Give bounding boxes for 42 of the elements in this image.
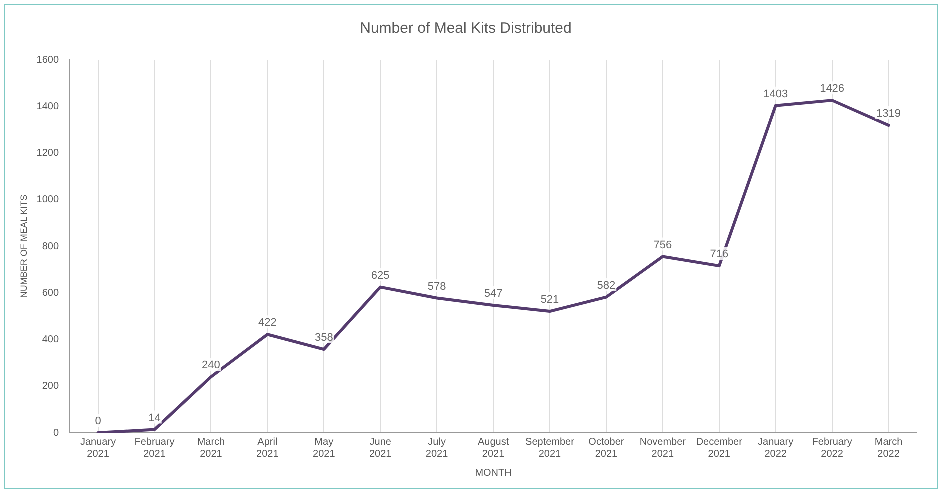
y-tick-label: 1000 [36,194,60,206]
x-tick-label: January 2021 [80,436,116,460]
y-tick-label: 400 [42,334,60,346]
data-label: 240 [202,360,220,372]
y-tick-label: 200 [42,381,60,392]
x-tick-label: February 2021 [134,436,175,460]
x-tick-label: March 2022 [874,436,903,460]
x-tick-label: July 2021 [426,436,449,460]
y-tick-label: 800 [42,241,60,252]
data-label: 0 [95,416,102,428]
data-label: 1403 [764,88,788,100]
data-label: 14 [148,412,161,424]
x-tick-label: January 2022 [758,436,794,460]
x-tick-label: October 2021 [588,436,625,460]
data-label: 578 [428,280,446,293]
x-tick-label: May 2021 [313,436,336,460]
data-label: 625 [371,270,390,282]
y-axis-title: NUMBER OF MEAL KITS [18,194,29,298]
y-tick-label: 1400 [36,101,60,112]
x-tick-label: February 2022 [812,436,852,460]
x-tick-label: March 2021 [197,436,226,460]
x-tick-label: August 2021 [478,436,510,460]
data-label: 547 [484,288,503,300]
x-tick-label: September 2021 [526,436,576,460]
data-label: 716 [710,248,729,261]
chart-title: Number of Meal Kits Distributed [360,20,572,38]
x-tick-label: April 2021 [256,436,280,460]
data-label: 358 [314,332,334,344]
y-tick-label: 1200 [36,148,60,159]
data-label: 756 [654,239,672,252]
data-label: 582 [597,280,616,292]
data-label: 521 [540,294,560,306]
data-label: 1426 [820,83,845,96]
x-tick-label: November 2021 [640,436,687,460]
y-tick-label: 1600 [36,54,60,66]
x-tick-label: December 2021 [696,436,744,460]
y-tick-label: 600 [42,288,60,299]
y-tick-label: 0 [53,428,60,439]
data-label: 422 [258,317,277,330]
x-axis-title: MONTH [475,468,512,479]
x-tick-label: June 2021 [369,436,392,460]
data-label: 1319 [876,108,902,120]
